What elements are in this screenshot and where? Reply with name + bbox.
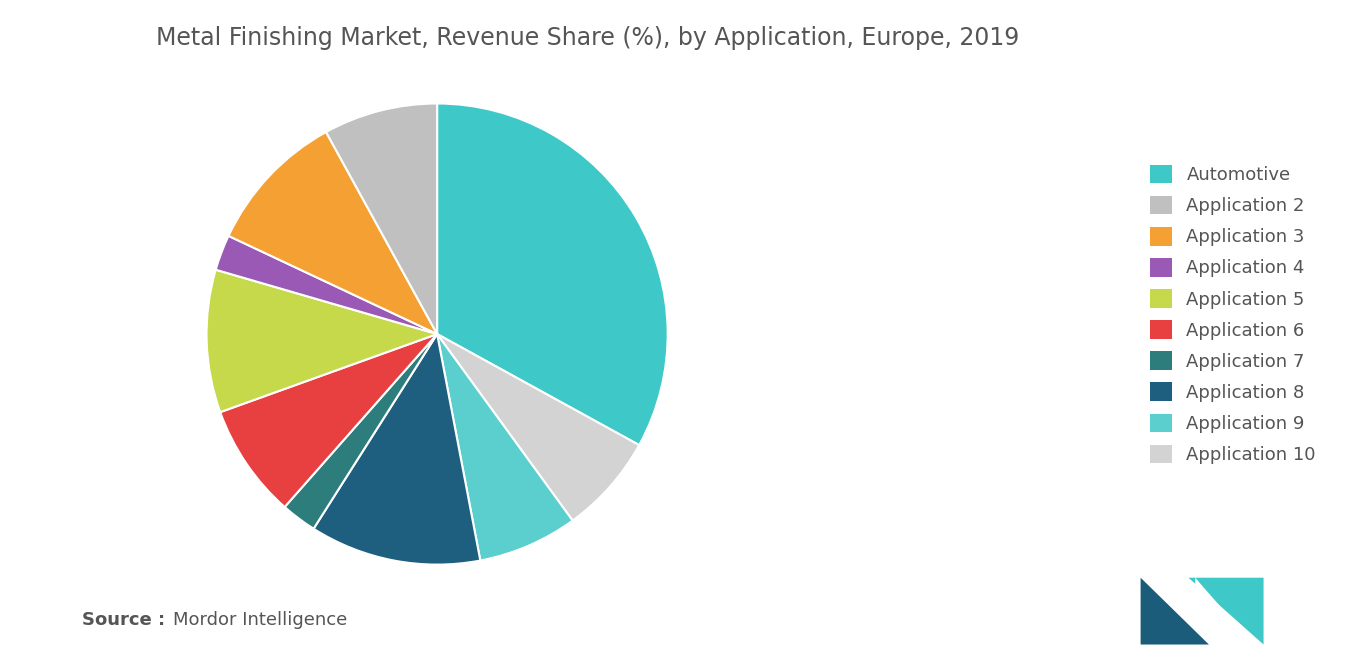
Polygon shape <box>1141 578 1209 645</box>
Wedge shape <box>326 103 437 334</box>
Polygon shape <box>1188 578 1264 645</box>
Text: Source :: Source : <box>82 611 171 629</box>
Wedge shape <box>228 132 437 334</box>
Text: Metal Finishing Market, Revenue Share (%), by Application, Europe, 2019: Metal Finishing Market, Revenue Share (%… <box>156 26 1019 50</box>
Wedge shape <box>216 236 437 334</box>
Wedge shape <box>437 103 668 445</box>
Wedge shape <box>206 270 437 412</box>
Wedge shape <box>314 334 481 565</box>
Wedge shape <box>437 334 572 561</box>
Wedge shape <box>284 334 437 529</box>
Text: Mordor Intelligence: Mordor Intelligence <box>173 611 348 629</box>
Polygon shape <box>1195 578 1223 609</box>
Wedge shape <box>220 334 437 507</box>
Wedge shape <box>437 334 639 521</box>
Legend: Automotive, Application 2, Application 3, Application 4, Application 5, Applicat: Automotive, Application 2, Application 3… <box>1150 165 1315 464</box>
